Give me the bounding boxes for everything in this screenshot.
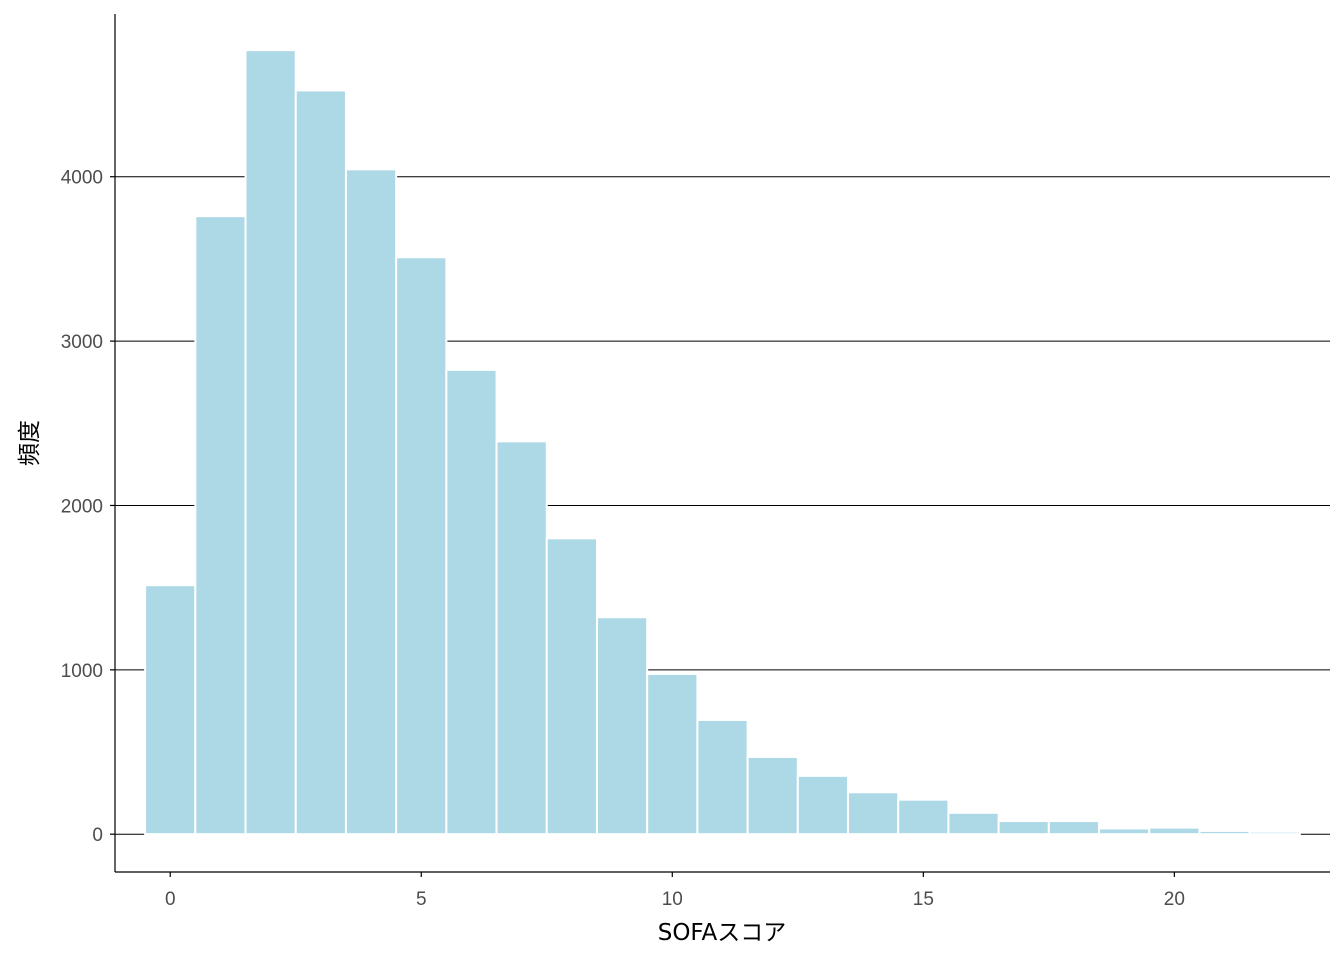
bar-18 [1047,820,1101,836]
bar-15 [897,798,950,836]
bar-7 [495,440,548,836]
bar-9 [595,616,649,836]
y-axis-title: 頻度 [17,420,43,466]
bars [144,49,1301,836]
bar-20 [1148,826,1201,836]
x-tick-label-5: 5 [416,889,427,910]
bar-22 [1248,830,1301,836]
bar-21 [1198,829,1251,836]
y-tick-label-1000: 1000 [61,661,103,682]
x-tick-label-10: 10 [662,889,683,910]
ticks: 0 1000 2000 3000 4000 0 5 10 15 20 [61,168,1185,910]
bar-5 [395,256,448,836]
bar-6 [445,368,498,836]
y-tick-label-4000: 4000 [61,168,103,189]
bar-16 [947,811,1000,836]
bar-3 [294,89,347,836]
bar-4 [344,168,398,836]
bar-17 [997,820,1050,836]
bar-2 [244,49,297,836]
bar-0 [144,584,197,836]
bar-8 [545,537,598,836]
x-tick-label-0: 0 [165,889,176,910]
axes [114,14,1330,873]
y-tick-label-0: 0 [92,825,103,846]
x-tick-label-20: 20 [1164,889,1185,910]
bar-12 [746,755,799,836]
y-tick-label-3000: 3000 [61,332,103,353]
x-tick-label-15: 15 [913,889,934,910]
y-tick-label-2000: 2000 [61,496,103,517]
x-axis-title: SOFAスコア [658,920,787,946]
bar-1 [194,215,247,836]
bar-10 [646,672,699,836]
bar-11 [696,718,749,836]
bar-19 [1098,827,1151,836]
bar-13 [796,774,850,836]
bar-14 [847,791,900,836]
